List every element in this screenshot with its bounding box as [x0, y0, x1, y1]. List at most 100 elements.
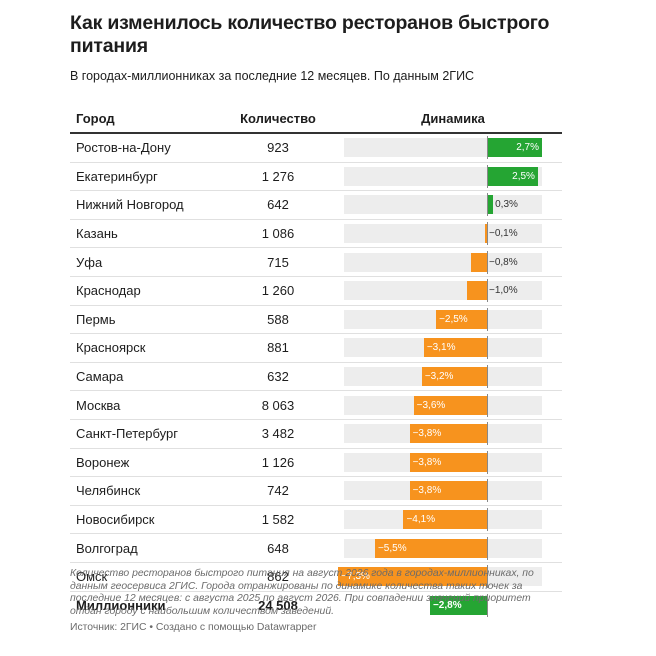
cell-city: Ростов-на-Дону: [70, 133, 212, 163]
dynamics-bar: [409, 452, 487, 472]
dynamics-label: −4,1%: [406, 514, 436, 526]
zero-line: [487, 222, 488, 246]
zero-line: [487, 393, 488, 417]
cell-dynamics: −2,8%: [344, 591, 562, 619]
dynamics-bar: [429, 595, 487, 615]
dynamics-label: −2,5%: [439, 313, 468, 325]
zero-line: [487, 279, 488, 303]
cell-count: 648: [212, 533, 344, 563]
dynamics-label: −3,2%: [424, 371, 454, 383]
source-line: Источник: 2ГИС • Создано с помощью Dataw…: [70, 622, 317, 634]
dynamics-label: 2,7%: [516, 142, 539, 154]
zero-line: [487, 365, 488, 389]
dynamics-bar-track: −3,1%: [344, 336, 542, 360]
dynamics-bar: [423, 338, 487, 358]
cell-dynamics: −1,0%: [344, 276, 562, 306]
zero-line: [487, 508, 488, 532]
zero-line: [487, 479, 488, 503]
zero-line: [487, 450, 488, 474]
header-dynamics[interactable]: Динамика: [344, 104, 562, 134]
cell-city: Воронеж: [70, 448, 212, 478]
dynamics-bar-track: 0,3%: [344, 193, 542, 217]
cell-city: Новосибирск: [70, 505, 212, 535]
dynamics-bar-track: −0,1%: [344, 222, 542, 246]
cell-count: 3 482: [212, 419, 344, 449]
dynamics-label: 0,3%: [495, 199, 518, 211]
cell-count: 715: [212, 247, 344, 277]
table-row: Самара 632 −3,2%: [70, 362, 562, 392]
zero-line: [487, 593, 488, 617]
cell-city: Екатеринбург: [70, 162, 212, 192]
dynamics-label: −1,0%: [489, 285, 518, 297]
dynamics-bar-track: 2,5%: [344, 164, 542, 188]
cell-count: 1 086: [212, 219, 344, 249]
cell-count: 588: [212, 305, 344, 335]
bar-background: [344, 252, 542, 272]
header-count[interactable]: Количество: [212, 104, 344, 134]
zero-line: [487, 336, 488, 360]
cell-dynamics: −0,1%: [344, 219, 562, 249]
bar-background: [344, 281, 542, 301]
dynamics-bar-track: −3,6%: [344, 393, 542, 417]
cell-count: 8 063: [212, 390, 344, 420]
table-row: Пермь 588 −2,5%: [70, 305, 562, 335]
table-row: Воронеж 1 126 −3,8%: [70, 448, 562, 478]
cell-city: Краснодар: [70, 276, 212, 306]
cell-city: Нижний Новгород: [70, 190, 212, 220]
header-city[interactable]: Город: [70, 104, 212, 134]
cell-count: 923: [212, 133, 344, 163]
dynamics-bar: [409, 481, 487, 501]
cell-city: Красноярск: [70, 333, 212, 363]
dynamics-label: −0,1%: [489, 228, 518, 240]
zero-line: [487, 136, 488, 160]
zero-line: [487, 193, 488, 217]
chart-container: Как изменилось количество ресторанов быс…: [70, 12, 570, 619]
cell-city: Москва: [70, 390, 212, 420]
dynamics-bar: [403, 510, 487, 530]
cell-city: Миллионники: [76, 597, 166, 613]
cell-count: 881: [212, 333, 344, 363]
dynamics-bar-track: −3,8%: [344, 479, 542, 503]
dynamics-bar: [484, 224, 487, 244]
cell-city: Уфа: [70, 247, 212, 277]
cell-dynamics: −4,1%: [344, 505, 562, 535]
dynamics-label: −3,1%: [426, 342, 456, 354]
table-row: Казань 1 086 −0,1%: [70, 219, 562, 249]
cell-dynamics: −3,6%: [344, 390, 562, 420]
cell-count: 1 126: [212, 448, 344, 478]
table-row: Красноярск 881 −3,1%: [70, 333, 562, 363]
cell-dynamics: −3,2%: [344, 362, 562, 392]
dynamics-bar: [421, 367, 487, 387]
cell-dynamics: −3,8%: [344, 476, 562, 506]
cell-count: 1 260: [212, 276, 344, 306]
dynamics-bar-track: −1,0%: [344, 279, 542, 303]
cell-dynamics: 2,5%: [344, 162, 562, 192]
cell-dynamics: −3,8%: [344, 448, 562, 478]
dynamics-bar-track: −3,8%: [344, 450, 542, 474]
dynamics-bar: [487, 138, 542, 158]
zero-line: [487, 565, 488, 589]
cell-dynamics: −5,5%: [344, 533, 562, 563]
table-row: Омск 862 −7,3%: [70, 562, 562, 592]
chart-title: Как изменилось количество ресторанов быс…: [70, 12, 550, 57]
dynamics-label: −2,8%: [432, 599, 462, 611]
dynamics-label: −0,8%: [489, 256, 518, 268]
dynamics-bar: [409, 424, 487, 444]
dynamics-bar: [487, 195, 494, 215]
table-row-total: Миллионники 24 508 −2,8%: [70, 591, 562, 619]
dynamics-bar-track: −4,1%: [344, 508, 542, 532]
data-table: Город Количество Динамика Ростов-на-Дону…: [70, 104, 562, 619]
zero-line: [487, 536, 488, 560]
dynamics-label: −7,3%: [341, 571, 370, 583]
table-row: Екатеринбург 1 276 2,5%: [70, 162, 562, 192]
cell-count: 24 508: [258, 597, 298, 613]
cell-dynamics: −3,8%: [344, 419, 562, 449]
footnote-text: Количество ресторанов быстрого питания н…: [70, 568, 534, 617]
dynamics-label: 2,5%: [512, 170, 535, 182]
dynamics-bar-track: −0,8%: [344, 250, 542, 274]
bar-background: [344, 224, 542, 244]
table-row: Ростов-на-Дону 923 2,7%: [70, 133, 562, 163]
cell-count: 642: [212, 190, 344, 220]
cell-city: Пермь: [70, 305, 212, 335]
dynamics-label: −3,8%: [412, 456, 442, 468]
